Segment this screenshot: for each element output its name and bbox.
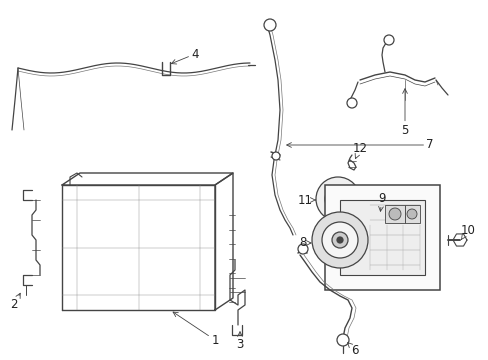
Circle shape (331, 232, 347, 248)
Text: 12: 12 (352, 141, 367, 159)
Text: 4: 4 (171, 48, 198, 64)
Text: 9: 9 (378, 192, 385, 211)
Text: 6: 6 (347, 343, 358, 356)
Circle shape (325, 186, 350, 212)
Text: 10: 10 (460, 224, 474, 239)
Text: 7: 7 (286, 139, 433, 152)
Circle shape (388, 208, 400, 220)
Circle shape (321, 222, 357, 258)
Circle shape (336, 237, 342, 243)
Bar (325, 185, 439, 290)
Text: 1: 1 (173, 312, 218, 346)
Text: 8: 8 (299, 237, 310, 249)
Circle shape (331, 193, 343, 205)
Circle shape (346, 98, 356, 108)
Text: 3: 3 (236, 332, 243, 351)
Text: 2: 2 (10, 293, 20, 311)
Circle shape (311, 212, 367, 268)
Circle shape (406, 209, 416, 219)
Bar (339, 200, 424, 275)
Circle shape (315, 177, 359, 221)
Text: 5: 5 (401, 89, 408, 136)
Circle shape (336, 334, 348, 346)
Bar (404, 205, 419, 223)
Bar (384, 205, 404, 223)
Circle shape (297, 244, 307, 254)
Text: 11: 11 (297, 194, 315, 207)
Circle shape (271, 152, 280, 160)
Circle shape (264, 19, 275, 31)
Circle shape (383, 35, 393, 45)
